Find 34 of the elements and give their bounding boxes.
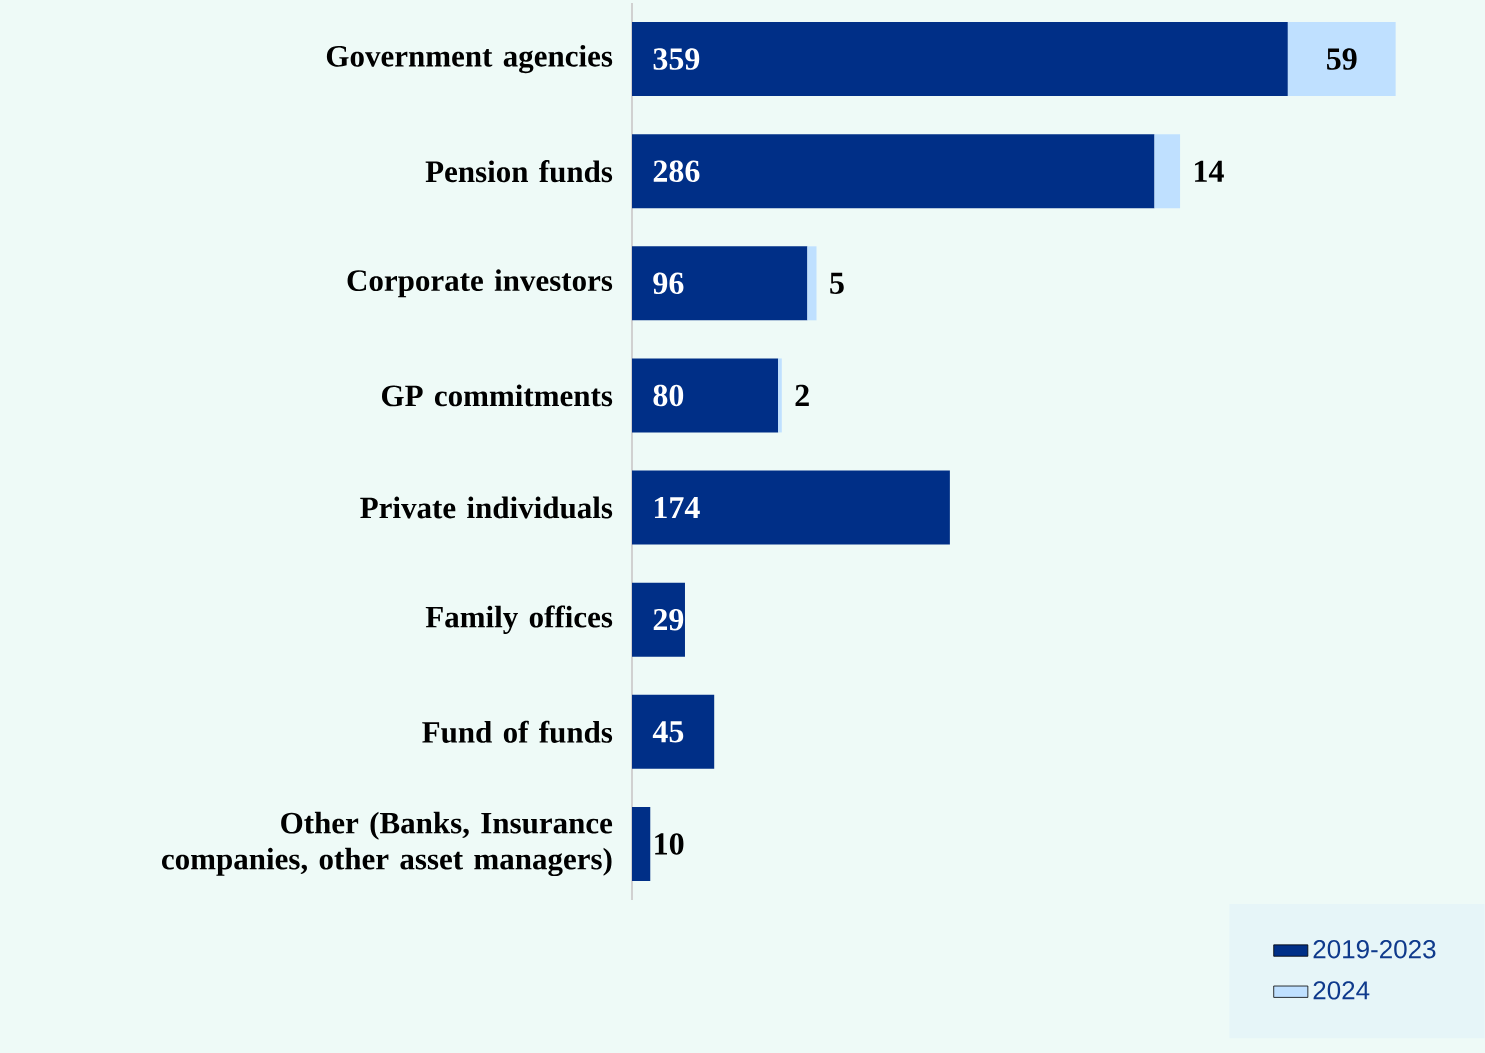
data-label: 10	[655, 833, 684, 855]
data-label: 359	[653, 48, 700, 70]
bar	[632, 358, 779, 433]
y-tick-label: Fund of funds	[422, 720, 613, 743]
data-label: 14	[1195, 160, 1224, 182]
y-tick-label: Other (Banks, Insurance companies, other asset managers)	[161, 811, 613, 877]
bar	[632, 246, 808, 321]
data-label: 96	[653, 272, 684, 295]
bar	[632, 694, 715, 769]
legend-label: 2019-2023	[1313, 939, 1436, 959]
bar	[632, 134, 1155, 209]
data-label: 2	[795, 384, 809, 407]
data-label: 59	[1327, 48, 1357, 70]
y-tick-label: Family offices	[425, 605, 613, 634]
legend-label: 2024	[1313, 981, 1370, 1000]
y-tick-label: Corporate investors	[347, 269, 613, 298]
bar	[778, 358, 782, 433]
bar	[807, 246, 817, 321]
bar	[632, 22, 1288, 97]
bar	[1287, 22, 1396, 97]
data-label: 80	[653, 384, 684, 407]
data-label: 45	[652, 721, 684, 743]
y-tick-label: Government agencies	[326, 44, 613, 74]
bar	[632, 470, 950, 545]
data-label: 5	[830, 272, 844, 294]
data-label: 29	[653, 608, 684, 631]
data-label: 174	[654, 497, 700, 519]
data-label: 286	[653, 160, 700, 182]
bar	[632, 806, 651, 881]
bar	[1154, 134, 1181, 209]
bar	[632, 582, 685, 657]
y-tick-label: GP commitments	[382, 384, 613, 407]
y-tick-label: Pension funds	[425, 160, 613, 183]
y-tick-label: Private individuals	[360, 496, 613, 519]
